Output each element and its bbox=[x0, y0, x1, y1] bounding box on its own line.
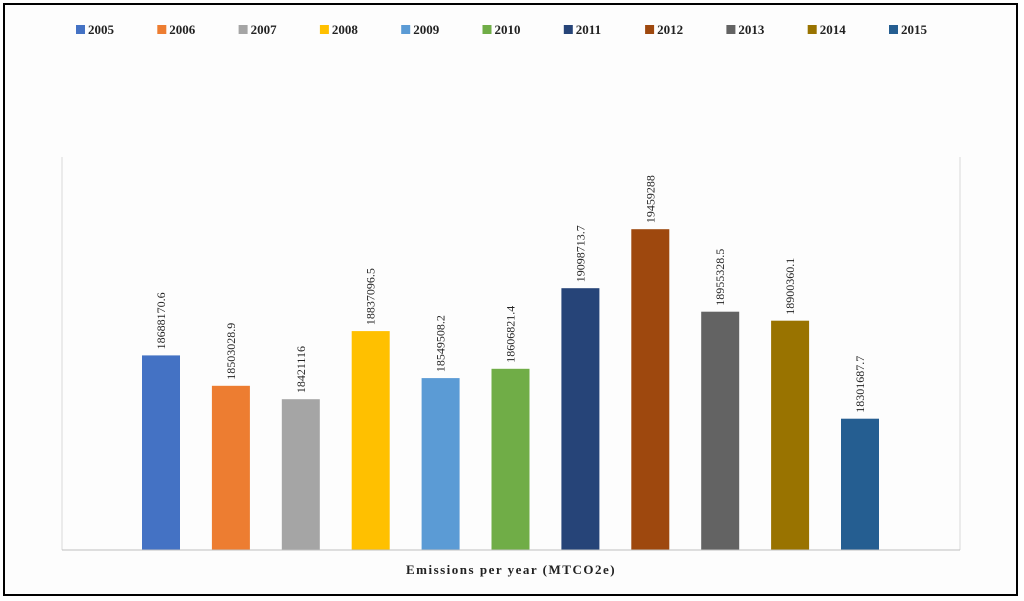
bar-2005 bbox=[142, 355, 180, 550]
bar-2009 bbox=[421, 378, 460, 550]
data-label-2014: 18900360.1 bbox=[783, 258, 797, 315]
legend-swatch-2013 bbox=[726, 25, 736, 34]
bars bbox=[142, 229, 879, 550]
legend-swatch-2007 bbox=[238, 25, 248, 34]
bar-2007 bbox=[281, 399, 320, 550]
bar-2015 bbox=[841, 418, 879, 550]
data-label-2009: 18549508.2 bbox=[434, 315, 448, 372]
data-label-2013: 18955328.5 bbox=[713, 249, 727, 306]
legend-swatch-2012 bbox=[645, 25, 655, 34]
legend-swatch-2009 bbox=[401, 25, 411, 34]
legend: 2005 2006 2007 2008 2009 2010 2011 2012 2013 2014… bbox=[76, 22, 928, 37]
bar-2006 bbox=[211, 385, 250, 550]
data-label-2011: 19098713.7 bbox=[573, 225, 587, 282]
legend-label-2011: 2011 bbox=[576, 22, 601, 37]
legend-swatch-2014 bbox=[807, 25, 817, 34]
data-label-2012: 19459288 bbox=[643, 175, 657, 223]
legend-swatch-2005 bbox=[76, 25, 85, 34]
bar-2013 bbox=[701, 311, 740, 550]
bar-2010 bbox=[491, 368, 530, 550]
legend-label-2009: 2009 bbox=[413, 22, 440, 37]
legend-label-2015: 2015 bbox=[901, 22, 928, 37]
data-label-2005: 18688170.6 bbox=[154, 292, 168, 349]
data-label-2015: 18301687.7 bbox=[853, 356, 867, 413]
bar-2011 bbox=[561, 288, 600, 550]
plot-area bbox=[61, 157, 961, 550]
x-axis-title: Emissions per year (MTCO2e) bbox=[406, 562, 616, 577]
legend-label-2012: 2012 bbox=[657, 22, 683, 37]
legend-label-2010: 2010 bbox=[495, 22, 521, 37]
data-labels: 18688170.6 18503028.9 18421116 18837096.5 18… bbox=[154, 175, 867, 413]
bar-2012 bbox=[631, 229, 670, 550]
bar-2008 bbox=[351, 331, 390, 550]
legend-swatch-2015 bbox=[889, 25, 898, 34]
legend-label-2007: 2007 bbox=[251, 22, 278, 37]
legend-swatch-2006 bbox=[157, 25, 167, 34]
legend-label-2005: 2005 bbox=[88, 22, 115, 37]
legend-label-2014: 2014 bbox=[820, 22, 847, 37]
legend-label-2006: 2006 bbox=[169, 22, 196, 37]
legend-swatch-2008 bbox=[319, 25, 329, 34]
legend-label-2013: 2013 bbox=[738, 22, 765, 37]
legend-swatch-2010 bbox=[482, 25, 492, 34]
data-label-2010: 18606821.4 bbox=[504, 306, 518, 363]
data-label-2008: 18837096.5 bbox=[364, 268, 378, 325]
legend-label-2008: 2008 bbox=[332, 22, 359, 37]
data-label-2007: 18421116 bbox=[294, 346, 308, 393]
data-label-2006: 18503028.9 bbox=[224, 323, 238, 380]
legend-swatch-2011 bbox=[563, 25, 573, 34]
bar-2014 bbox=[771, 320, 810, 550]
